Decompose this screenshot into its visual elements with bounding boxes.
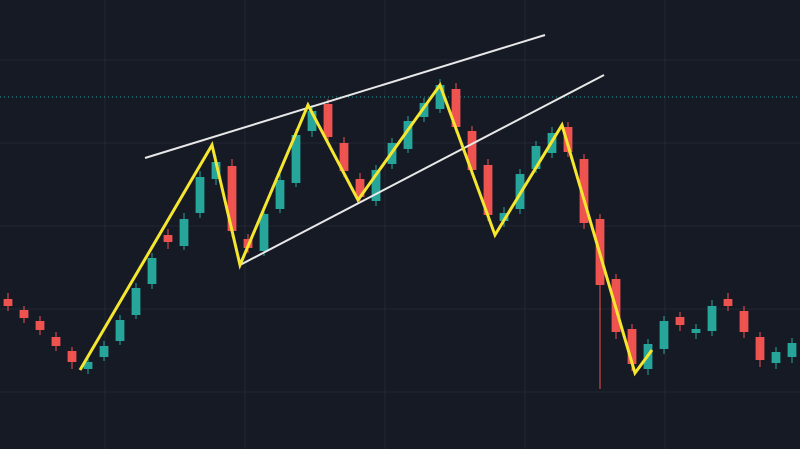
candle-body — [83, 362, 93, 369]
candle-body — [579, 159, 589, 223]
candle-body — [163, 235, 173, 242]
candle-body — [179, 219, 189, 246]
candle-body — [51, 337, 61, 346]
candle-body — [67, 351, 77, 362]
candle-body — [659, 321, 669, 349]
candle-body — [675, 317, 685, 325]
candle-body — [755, 337, 765, 360]
candle-body — [19, 310, 29, 318]
candle-body — [323, 104, 333, 137]
candle-body — [787, 343, 797, 357]
candle-body — [291, 135, 301, 183]
candle-body — [35, 321, 45, 330]
zigzag-line — [78, 81, 654, 377]
candle-body — [259, 214, 269, 251]
candle-body — [131, 288, 141, 315]
candle-body — [627, 329, 637, 364]
candle-body — [275, 180, 285, 209]
candle-body — [483, 165, 493, 215]
candle-body — [307, 111, 317, 131]
candle-body — [371, 170, 381, 201]
candle-body — [403, 121, 413, 149]
candle-body — [467, 131, 477, 170]
candle-body — [227, 166, 237, 231]
candle-body — [147, 258, 157, 284]
candle-body — [499, 213, 509, 221]
candle-body — [691, 329, 701, 333]
candle-body — [771, 352, 781, 363]
candle-body — [355, 179, 365, 197]
candle-body — [99, 346, 109, 357]
candle-body — [451, 89, 461, 127]
candle-body — [739, 311, 749, 332]
candle-body — [531, 146, 541, 169]
candle-body — [211, 162, 221, 179]
candle-body — [707, 306, 717, 331]
candle-body — [563, 127, 573, 152]
candle-body — [115, 320, 125, 341]
trend-line — [239, 74, 605, 266]
trend-line — [144, 34, 546, 159]
candle-body — [723, 299, 733, 306]
candle-body — [339, 143, 349, 171]
candle-body — [3, 299, 13, 306]
candle-body — [195, 177, 205, 213]
candle-body — [435, 85, 445, 109]
